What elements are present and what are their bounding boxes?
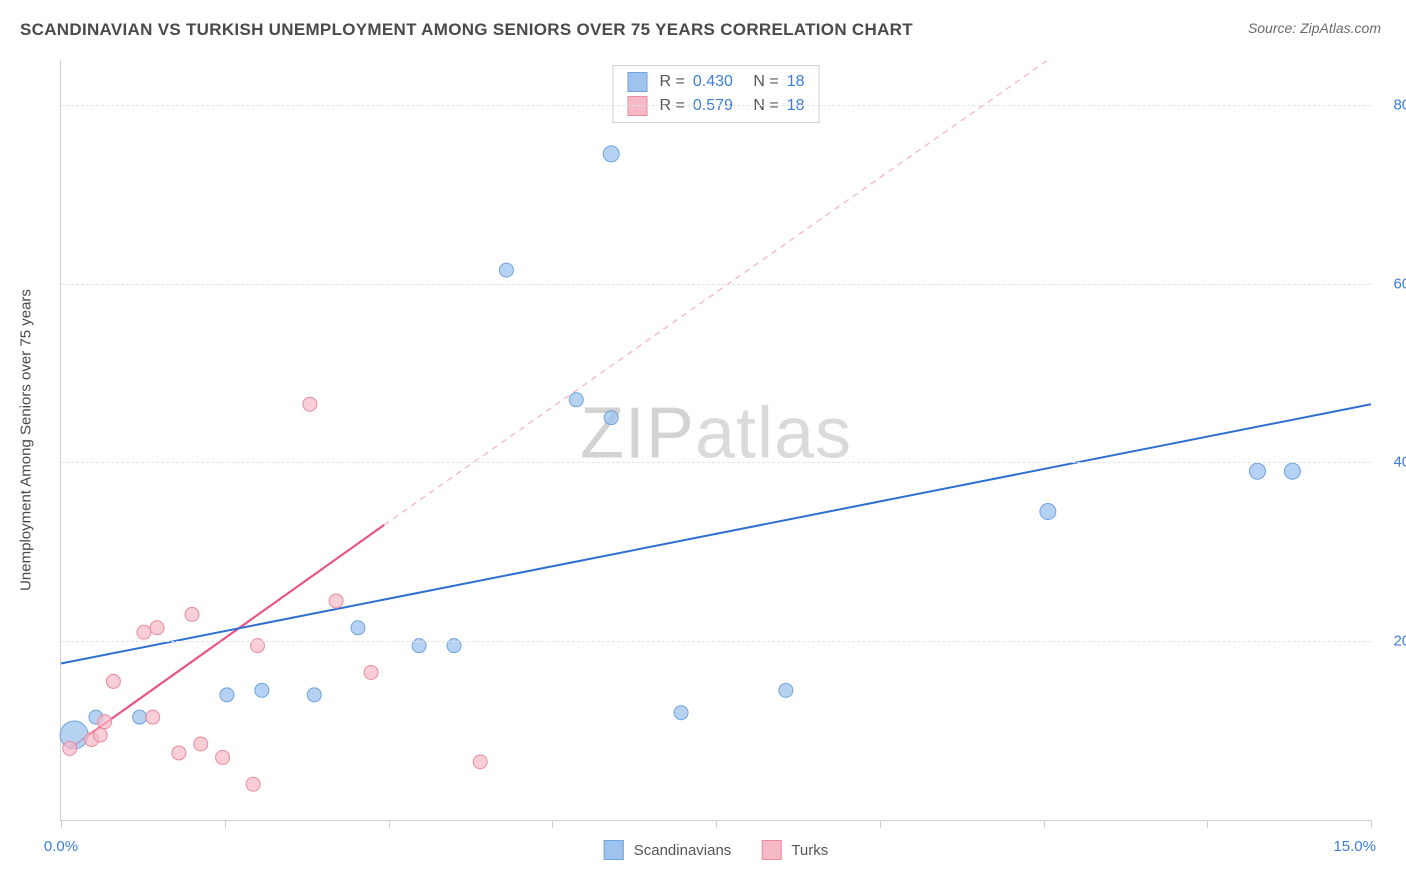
x-tick <box>225 820 226 828</box>
n-label: N = <box>753 94 778 118</box>
r-label: R = <box>660 70 685 94</box>
data-point <box>93 728 107 742</box>
x-tick <box>389 820 390 828</box>
x-axis-min: 0.0% <box>44 838 78 855</box>
chart-container: SCANDINAVIAN VS TURKISH UNEMPLOYMENT AMO… <box>0 0 1406 892</box>
trend-line <box>384 60 1048 525</box>
x-tick <box>1207 820 1208 828</box>
n-label: N = <box>753 70 778 94</box>
x-tick <box>880 820 881 828</box>
legend-stats: R = 0.430 N = 18 R = 0.579 N = 18 <box>613 65 820 123</box>
data-point <box>106 674 120 688</box>
x-tick <box>552 820 553 828</box>
data-point <box>351 621 365 635</box>
data-point <box>63 741 77 755</box>
data-point <box>499 263 513 277</box>
data-point <box>307 688 321 702</box>
x-tick <box>61 820 62 828</box>
chart-svg <box>61 60 1371 820</box>
y-axis-tick-label: 60.0% <box>1393 275 1406 292</box>
data-point <box>473 755 487 769</box>
gridline <box>61 641 1371 642</box>
chart-title: SCANDINAVIAN VS TURKISH UNEMPLOYMENT AMO… <box>20 20 913 40</box>
data-point <box>98 715 112 729</box>
legend-label: Scandinavians <box>634 842 732 859</box>
trend-line <box>70 525 384 749</box>
data-point <box>255 683 269 697</box>
data-point <box>246 777 260 791</box>
legend-stats-row: R = 0.430 N = 18 <box>628 70 805 94</box>
x-tick <box>1371 820 1372 828</box>
data-point <box>137 625 151 639</box>
legend-label: Turks <box>791 842 828 859</box>
data-point <box>1040 504 1056 520</box>
y-axis-label: Unemployment Among Seniors over 75 years <box>18 289 35 591</box>
data-point <box>779 683 793 697</box>
legend-series: Scandinavians Turks <box>604 840 829 860</box>
source-label: Source: ZipAtlas.com <box>1248 20 1381 36</box>
data-point <box>603 146 619 162</box>
data-point <box>185 607 199 621</box>
legend-stats-row: R = 0.579 N = 18 <box>628 94 805 118</box>
data-point <box>303 397 317 411</box>
y-axis-tick-label: 80.0% <box>1393 96 1406 113</box>
legend-item: Scandinavians <box>604 840 732 860</box>
data-point <box>194 737 208 751</box>
data-point <box>569 393 583 407</box>
legend-swatch <box>761 840 781 860</box>
data-point <box>150 621 164 635</box>
data-point <box>604 411 618 425</box>
r-label: R = <box>660 94 685 118</box>
gridline <box>61 284 1371 285</box>
y-axis-tick-label: 40.0% <box>1393 454 1406 471</box>
x-tick <box>1044 820 1045 828</box>
legend-swatch <box>604 840 624 860</box>
r-value: 0.579 <box>693 94 733 118</box>
data-point <box>1249 463 1265 479</box>
trend-line <box>61 404 1371 663</box>
data-point <box>216 750 230 764</box>
data-point <box>364 665 378 679</box>
legend-swatch <box>628 96 648 116</box>
gridline <box>61 105 1371 106</box>
data-point <box>674 706 688 720</box>
data-point <box>146 710 160 724</box>
plot-area: ZIPatlas Unemployment Among Seniors over… <box>60 60 1371 821</box>
data-point <box>329 594 343 608</box>
r-value: 0.430 <box>693 70 733 94</box>
gridline <box>61 462 1371 463</box>
n-value: 18 <box>787 94 805 118</box>
x-tick <box>716 820 717 828</box>
data-point <box>133 710 147 724</box>
x-axis-max: 15.0% <box>1333 838 1376 855</box>
y-axis-tick-label: 20.0% <box>1393 633 1406 650</box>
data-point <box>1284 463 1300 479</box>
n-value: 18 <box>787 70 805 94</box>
data-point <box>172 746 186 760</box>
legend-item: Turks <box>761 840 828 860</box>
legend-swatch <box>628 72 648 92</box>
data-point <box>220 688 234 702</box>
